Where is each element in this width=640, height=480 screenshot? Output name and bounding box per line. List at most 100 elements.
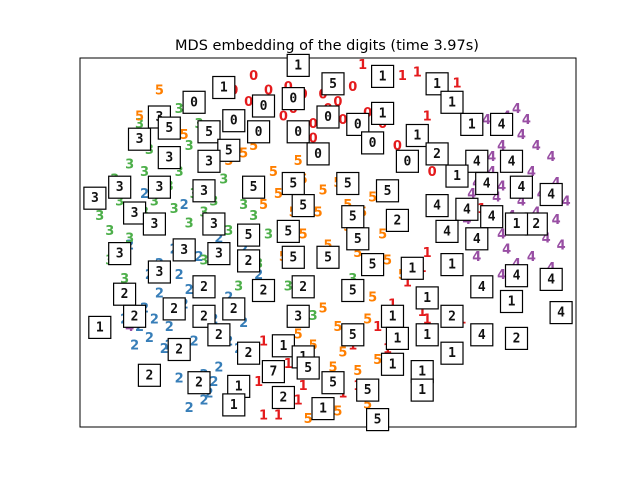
digit-4-point: 4 (562, 194, 571, 209)
digit-thumbnail-frame (405, 123, 429, 148)
digit-thumbnail: 5 (197, 120, 221, 144)
digit-thumbnail-glyph: 0 (294, 125, 302, 140)
digit-thumbnail-glyph: 3 (131, 206, 139, 221)
digit-thumbnail-frame (197, 149, 221, 173)
digit-thumbnail-glyph: 1 (423, 328, 431, 343)
digit-thumbnail-glyph: 3 (165, 151, 173, 166)
digit-thumbnail: 1 (440, 341, 464, 365)
digit-thumbnail-glyph: 2 (215, 328, 223, 343)
digit-thumbnail-frame (440, 304, 464, 328)
digit-thumbnail-glyph: 1 (468, 117, 476, 132)
digit-thumbnail-frame (108, 242, 132, 266)
digit-thumbnail: 5 (361, 253, 385, 277)
digit-3-point: 3 (309, 309, 318, 324)
digit-thumbnail-glyph: 5 (349, 284, 357, 299)
digit-thumbnail: 3 (142, 212, 166, 236)
digit-thumbnail: 1 (385, 326, 409, 350)
digit-5-point: 5 (294, 327, 303, 342)
digit-thumbnail-frame (251, 278, 276, 303)
digit-thumbnail: 2 (187, 371, 211, 395)
digit-thumbnail: 4 (465, 149, 489, 173)
digit-thumbnail-glyph: 1 (448, 95, 456, 110)
digit-4-point: 4 (532, 139, 541, 154)
digit-thumbnail: 3 (127, 127, 152, 151)
digit-4-point: 4 (522, 113, 531, 128)
digit-thumbnail: 5 (281, 245, 305, 269)
digit-thumbnail-glyph: 4 (488, 210, 496, 225)
digit-thumbnail-frame (197, 120, 221, 144)
digit-thumbnail: 1 (415, 323, 439, 347)
digit-thumbnail: 4 (455, 197, 479, 221)
digit-1-point: 1 (423, 313, 432, 328)
digit-thumbnail-frame (88, 315, 112, 339)
digit-thumbnail-glyph: 4 (463, 202, 471, 217)
digit-thumbnail-frame (346, 112, 370, 137)
digit-5-point: 5 (373, 353, 382, 368)
digit-thumbnail-glyph: 2 (200, 280, 208, 295)
digit-thumbnail-glyph: 2 (513, 331, 521, 346)
digit-5-point: 5 (294, 154, 303, 169)
digit-thumbnail: 0 (281, 86, 305, 111)
digit-0-point: 0 (249, 69, 258, 84)
digit-5-point: 5 (383, 253, 392, 268)
digit-thumbnail-glyph: 5 (364, 383, 372, 398)
digit-4-point: 4 (497, 268, 506, 283)
digit-thumbnail-glyph: 5 (165, 121, 173, 136)
digit-1-point: 1 (418, 305, 427, 320)
digit-4-point: 4 (557, 239, 566, 254)
plot-area-frame (79, 57, 577, 428)
digit-thumbnail-glyph: 2 (170, 302, 178, 317)
digit-thumbnail-frame (499, 289, 524, 314)
digit-thumbnail-glyph: 2 (245, 346, 253, 361)
digit-thumbnail: 0 (222, 109, 246, 133)
digit-thumbnail: 0 (306, 142, 330, 166)
digit-thumbnail: 3 (207, 242, 231, 266)
digit-thumbnail: 1 (380, 304, 405, 328)
digit-thumbnail-frame (371, 64, 395, 89)
digit-4-point: 4 (502, 242, 511, 257)
digit-3-point: 3 (125, 231, 134, 246)
digit-thumbnail-frame (509, 175, 533, 199)
digit-thumbnail-glyph: 1 (389, 309, 397, 324)
digit-4-point: 4 (467, 187, 476, 202)
digit-thumbnail: 2 (237, 341, 261, 365)
digit-thumbnail-glyph: 7 (269, 365, 277, 380)
digit-thumbnail-glyph: 1 (408, 261, 416, 276)
digit-3-point: 3 (199, 253, 208, 268)
digit-thumbnail: 5 (321, 72, 345, 96)
digit-thumbnail-frame (440, 341, 464, 365)
digit-3-point: 3 (120, 272, 129, 287)
digit-thumbnail: 1 (400, 256, 424, 280)
digit-thumbnail: 2 (192, 275, 216, 299)
digit-thumbnail-glyph: 2 (200, 309, 208, 324)
digit-thumbnail-glyph: 0 (354, 117, 362, 132)
digit-thumbnail-frame (202, 212, 226, 236)
digit-thumbnail: 4 (435, 219, 459, 243)
digit-thumbnail: 5 (321, 371, 345, 395)
digit-2-point: 2 (160, 342, 169, 357)
digit-3-point: 3 (264, 228, 273, 243)
digit-thumbnail: 5 (157, 116, 181, 140)
digit-thumbnail: 2 (162, 297, 186, 321)
digit-thumbnail-frame (276, 219, 300, 243)
digit-thumbnail: 2 (425, 142, 449, 166)
digit-3-point: 3 (239, 198, 248, 213)
digit-thumbnail-glyph: 3 (210, 217, 218, 232)
digit-thumbnail: 0 (316, 105, 340, 129)
digit-thumbnail-glyph: 4 (478, 328, 486, 343)
digit-thumbnail: 2 (222, 297, 246, 321)
digit-thumbnail-glyph: 4 (557, 306, 565, 321)
digit-thumbnail-glyph: 2 (245, 254, 253, 269)
digit-thumbnail: 1 (410, 378, 434, 402)
digit-thumbnail-frame (321, 72, 345, 96)
digit-4-point: 4 (527, 250, 536, 265)
digit-thumbnail-frame (311, 397, 335, 421)
digit-thumbnail-glyph: 2 (260, 284, 268, 299)
digit-thumbnail-frame (549, 301, 573, 325)
digit-thumbnail-glyph: 1 (413, 129, 421, 144)
digit-1-point: 1 (259, 335, 268, 350)
digit-thumbnail-glyph: 2 (121, 287, 129, 302)
digit-thumbnail: 1 (415, 286, 439, 310)
digit-4-point: 4 (482, 113, 491, 128)
digit-thumbnail-frame (539, 182, 563, 207)
